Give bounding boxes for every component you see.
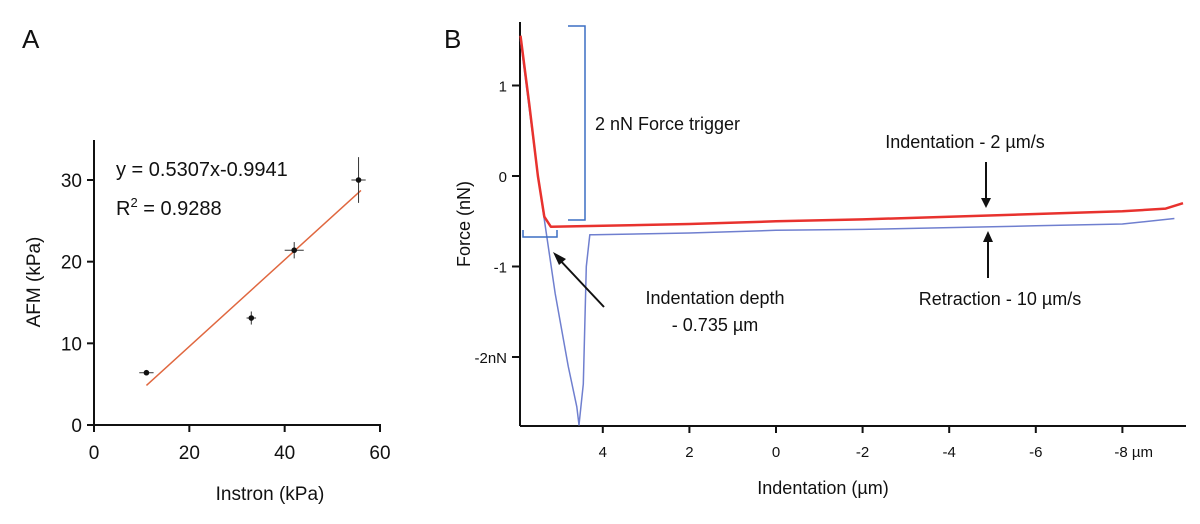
x-tick-label: -8 µm bbox=[1114, 444, 1153, 461]
force-trigger-bracket bbox=[568, 25, 586, 221]
fit-line bbox=[145, 189, 362, 386]
x-tick-label: -4 bbox=[943, 444, 956, 461]
y-tick-label: 0 bbox=[499, 169, 507, 186]
force-trigger-label: 2 nN Force trigger bbox=[595, 114, 740, 134]
x-axis-label: Instron (kPa) bbox=[216, 484, 325, 505]
x-tick-label: 0 bbox=[772, 444, 780, 461]
panel-label-a: A bbox=[22, 24, 40, 54]
indentation-depth-bracket bbox=[522, 230, 558, 238]
data-point bbox=[248, 315, 255, 321]
y-tick-label: 1 bbox=[499, 79, 507, 96]
r-squared: R2 = 0.9288 bbox=[116, 195, 222, 220]
fit-equation: y = 0.5307x-0.9941 bbox=[116, 159, 288, 181]
x-tick-label: 2 bbox=[685, 444, 693, 461]
retraction-series-label: Retraction - 10 µm/s bbox=[919, 289, 1081, 309]
panel-label-b: B bbox=[444, 24, 461, 54]
depth-arrow bbox=[557, 257, 605, 308]
indentation-depth-value: - 0.735 µm bbox=[672, 315, 758, 335]
indentation-depth-label: Indentation depth bbox=[645, 288, 784, 308]
y-tick-label: 10 bbox=[61, 334, 82, 355]
indentation-series-label: Indentation - 2 µm/s bbox=[885, 132, 1044, 152]
y-tick-label: 0 bbox=[71, 416, 82, 437]
y-tick-label: -1 bbox=[494, 260, 507, 277]
x-tick-label: -2 bbox=[856, 444, 869, 461]
indentation-arrowhead bbox=[981, 198, 991, 208]
y-axis-label: Force (nN) bbox=[454, 181, 474, 267]
depth-arrowhead bbox=[553, 252, 566, 265]
x-tick-label: -6 bbox=[1029, 444, 1042, 461]
x-axis-label: Indentation (µm) bbox=[757, 478, 888, 498]
panel-a: A 0 20 40 60 0 10 20 30 Instron (kPa) AFM (kPa)… bbox=[22, 24, 391, 505]
retraction-curve bbox=[519, 40, 1175, 426]
x-tick-label: 0 bbox=[89, 443, 100, 464]
y-tick-label: 30 bbox=[61, 171, 82, 192]
data-point bbox=[291, 247, 298, 254]
y-axis-label: AFM (kPa) bbox=[24, 237, 45, 328]
x-tick-label: 20 bbox=[179, 443, 200, 464]
data-point bbox=[143, 369, 150, 376]
retraction-arrowhead bbox=[983, 231, 993, 242]
indentation-curve bbox=[519, 35, 1184, 228]
y-tick-label: -2nN bbox=[474, 350, 507, 367]
y-tick-label: 20 bbox=[61, 253, 82, 274]
data-point bbox=[355, 177, 362, 183]
x-tick-label: 4 bbox=[599, 444, 607, 461]
x-tick-label: 40 bbox=[274, 443, 295, 464]
x-tick-label: 60 bbox=[369, 443, 390, 464]
panel-b: B 4 2 0 -2 -4 -6 -8 µm 1 0 -1 -2nN Indentation (µm… bbox=[444, 22, 1186, 498]
